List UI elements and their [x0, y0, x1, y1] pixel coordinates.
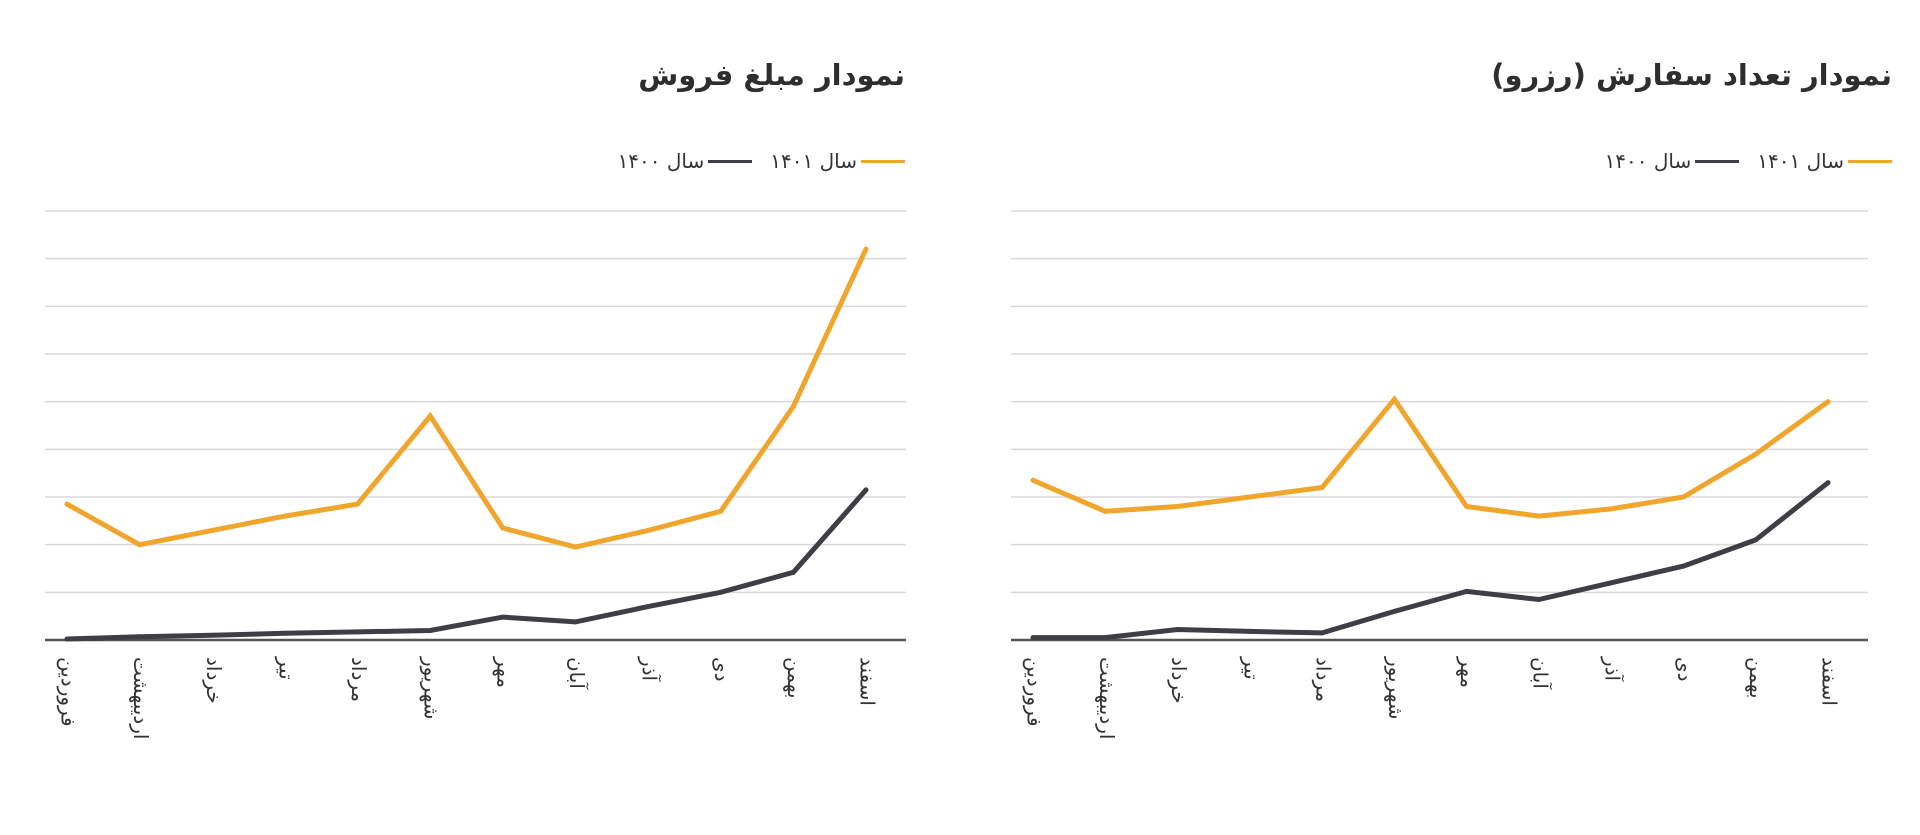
point-1401-4 [1247, 494, 1253, 500]
x-tick-label: فروردین [1023, 657, 1047, 727]
point-1401-5 [355, 501, 360, 507]
point-1400-9 [1608, 580, 1614, 586]
series-line-1400 [64, 487, 869, 642]
chart-plot-area: فروردین اردیبهشت خرداد تیر مرداد شهریور مهر آبا… [45, 210, 906, 739]
x-tick-label: دی [1673, 657, 1697, 682]
x-tick-label: فروردین [57, 657, 81, 727]
x-tick-label: اسفند [1818, 657, 1842, 706]
series-line-1401 [1030, 395, 1831, 519]
point-1400-6 [427, 628, 433, 633]
legend-swatch-1400 [1695, 159, 1740, 163]
x-tick-label: آذر [638, 656, 663, 683]
x-tick-label: تیر [1239, 656, 1263, 680]
point-1401-4 [282, 513, 288, 519]
point-1400-12 [1825, 480, 1831, 486]
sales-amount-chart: نمودار مبلغ فروش سال ۱۴۰۱ سال ۱۴۰۰ فرورد… [45, 58, 906, 739]
point-1400-5 [1319, 630, 1325, 636]
point-1400-4 [282, 630, 288, 636]
point-1401-7 [500, 525, 506, 531]
point-1400-4 [1247, 629, 1253, 634]
point-1401-6 [427, 413, 433, 419]
point-1400-11 [790, 569, 796, 575]
x-tick-label: اسفند [856, 657, 880, 706]
legend-item-1400[interactable]: سال ۱۴۰۰ [1605, 149, 1740, 173]
x-tick-label: مرداد [1312, 657, 1336, 702]
legend-item-1401[interactable]: سال ۱۴۰۱ [1757, 149, 1892, 173]
point-1401-8 [1536, 513, 1542, 519]
point-1401-9 [1608, 506, 1614, 512]
x-tick-label: مرداد [347, 657, 371, 702]
x-tick-label: اردیبهشت [129, 657, 153, 739]
point-1401-6 [1391, 396, 1397, 402]
x-tick-label: مهر [1456, 656, 1480, 688]
legend-swatch-1401 [1848, 159, 1892, 163]
legend-label-1401: سال ۱۴۰۱ [1757, 149, 1844, 173]
chart-title: نمودار تعداد سفارش (رزرو) [1491, 58, 1892, 92]
point-1401-1 [64, 501, 70, 507]
point-1400-10 [718, 589, 724, 595]
point-1401-1 [1030, 477, 1036, 483]
point-1400-7 [500, 614, 506, 620]
order-count-chart: نمودار تعداد سفارش (رزرو) سال ۱۴۰۱ سال ۱… [960, 0, 1920, 835]
point-1400-5 [355, 629, 360, 635]
legend-swatch-1400 [708, 159, 753, 163]
x-tick-label: بهمن [783, 657, 807, 699]
legend-label-1400: سال ۱۴۰۰ [617, 149, 705, 173]
chart-legend: سال ۱۴۰۱ سال ۱۴۰۰ [1605, 146, 1892, 176]
series-line-1401 [64, 246, 869, 550]
chart-plot-area: فروردین اردیبهشت خرداد تیر مرداد شهریور مهر آبا… [1011, 210, 1868, 739]
point-1401-2 [1102, 508, 1108, 514]
point-1400-3 [1175, 627, 1180, 632]
point-1401-8 [573, 544, 578, 550]
legend-item-1401[interactable]: سال ۱۴۰۱ [770, 149, 905, 173]
x-tick-label: دی [710, 657, 734, 682]
x-tick-label: شهریور [1384, 656, 1408, 720]
chart-title: نمودار مبلغ فروش [638, 58, 905, 92]
legend-label-1400: سال ۱۴۰۰ [1604, 149, 1692, 173]
point-1401-12 [1825, 399, 1831, 405]
point-1401-3 [209, 527, 215, 533]
legend-item-1400[interactable]: سال ۱۴۰۰ [618, 149, 753, 173]
point-1400-11 [1753, 537, 1759, 543]
x-tick-label: آبان [565, 657, 590, 690]
point-1401-5 [1319, 485, 1325, 490]
point-1400-8 [1536, 597, 1542, 602]
x-tick-label: خرداد [202, 657, 226, 704]
legend-label-1401: سال ۱۴۰۱ [770, 149, 857, 173]
point-1400-12 [863, 487, 869, 493]
x-tick-label: اردیبهشت [1095, 657, 1119, 739]
point-1400-2 [137, 634, 143, 640]
x-tick-label: خرداد [1167, 657, 1191, 704]
x-tick-label: تیر [274, 656, 298, 680]
point-1401-9 [645, 527, 651, 533]
point-1400-10 [1681, 563, 1686, 569]
point-1400-1 [64, 636, 70, 642]
point-1400-2 [1102, 635, 1108, 641]
x-tick-label: آذر [1601, 656, 1626, 683]
x-tick-label: آبان [1528, 657, 1553, 690]
x-tick-label: شهریور [420, 656, 444, 720]
point-1400-6 [1391, 609, 1397, 614]
point-1401-12 [863, 246, 869, 252]
x-tick-label: مهر [492, 656, 516, 688]
series-line-1400 [1030, 480, 1831, 641]
point-1401-11 [790, 404, 796, 409]
point-1401-10 [718, 508, 724, 514]
point-1400-7 [1464, 588, 1470, 594]
point-1401-10 [1681, 494, 1686, 500]
point-1401-2 [137, 542, 143, 548]
point-1401-11 [1753, 451, 1759, 457]
point-1401-7 [1464, 504, 1470, 509]
x-tick-label: بهمن [1745, 657, 1769, 699]
legend-swatch-1401 [861, 159, 905, 163]
point-1400-3 [209, 632, 215, 638]
point-1400-9 [645, 604, 651, 610]
chart-legend: سال ۱۴۰۱ سال ۱۴۰۰ [618, 146, 905, 176]
point-1400-8 [573, 619, 578, 625]
point-1401-3 [1175, 504, 1180, 509]
point-1400-1 [1030, 635, 1036, 641]
